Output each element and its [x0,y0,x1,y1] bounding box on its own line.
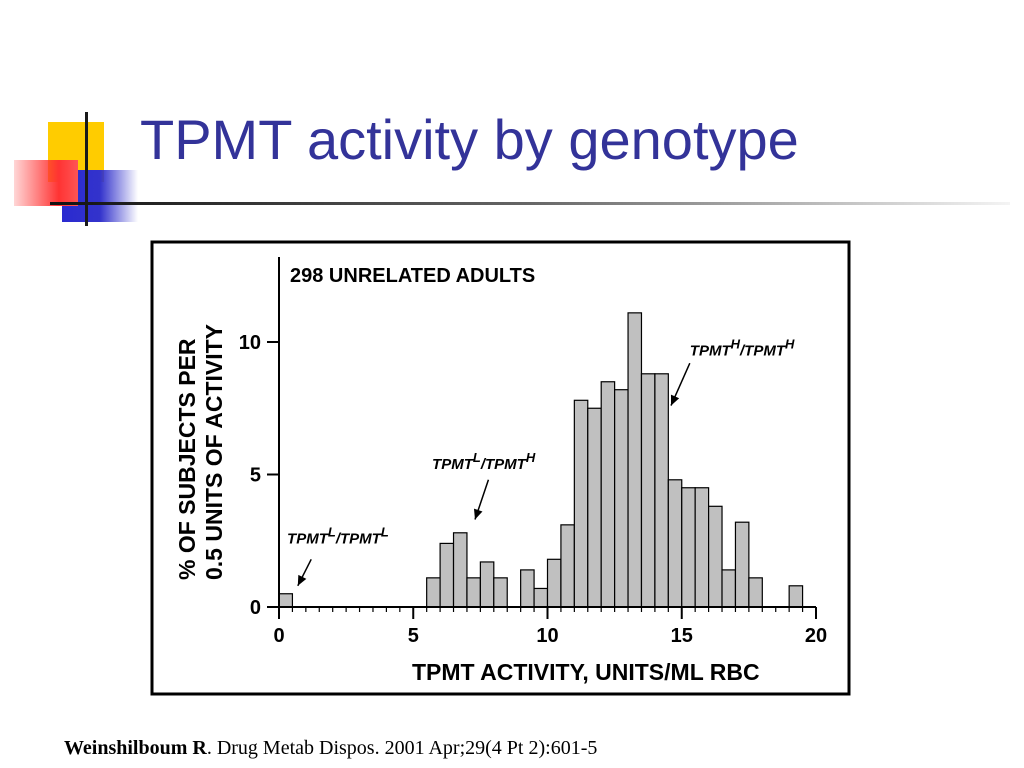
genotype-label-1: TPMTL/TPMTH [432,450,536,473]
genotype-label-part-1: L [473,450,481,465]
histogram-bar-5 [479,561,495,608]
histogram-bar-1 [426,577,441,608]
histogram-bar-20 [694,487,710,608]
deco-red-square [14,160,78,206]
histogram-bar-4 [466,577,481,608]
genotype-label-part-2: /TPMT [739,342,787,359]
histogram-bar-25 [788,585,804,608]
genotype-label-part-3: L [381,524,389,539]
genotype-label-part-0: TPMT [287,530,330,547]
histogram-bar-6 [493,577,508,608]
chart-title: 298 UNRELATED ADULTS [290,265,535,287]
histogram-bar-11 [573,399,589,608]
histogram-bar-18 [667,479,683,608]
x-tick-label-5: 5 [408,625,419,647]
arrow-head-1 [473,508,483,520]
genotype-label-part-2: /TPMT [480,456,528,473]
deco-horizontal-line [50,202,1010,205]
y-tick-label-0: 0 [250,597,261,619]
chart-frame [150,240,851,696]
genotype-label-2: TPMTH/TPMTH [690,336,795,359]
histogram-bar-3 [452,532,468,608]
histogram-bar-0 [278,593,294,608]
arrow-head-0 [297,574,307,586]
x-tick-label-20: 20 [805,625,827,647]
histogram-bar-8 [533,587,549,608]
histogram-bar-23 [734,521,750,608]
histogram-bar-24 [748,577,763,608]
histogram-bar-12 [587,407,602,608]
slide-title: TPMT activity by genotype [140,108,799,171]
histogram-bar-22 [721,569,737,608]
genotype-label-0: TPMTL/TPMTL [287,524,389,547]
genotype-label-part-2: /TPMT [335,530,383,547]
histogram-bar-19 [681,487,696,608]
citation-author: Weinshilboum R [64,737,207,759]
histogram-bar-7 [520,569,535,608]
histogram-bar-10 [560,524,575,608]
histogram-bar-14 [614,389,629,608]
x-tick-label-15: 15 [671,625,693,647]
y-tick-label-5: 5 [250,465,261,487]
genotype-label-part-0: TPMT [432,456,475,473]
genotype-label-part-3: H [526,450,536,465]
histogram-bar-15 [627,312,643,608]
genotype-label-part-1: H [731,336,741,351]
genotype-label-part-1: L [328,524,336,539]
histogram-bar-9 [546,558,562,608]
arrow-head-2 [670,394,680,406]
y-axis-label-line1: % OF SUBJECTS PER [174,338,200,580]
histogram-bar-2 [439,542,455,608]
citation-rest: . Drug Metab Dispos. 2001 Apr;29(4 Pt 2)… [206,737,598,759]
axes-group: 0 5 10 15 20 0 5 10 [239,257,827,647]
x-axis-label: TPMT ACTIVITY, UNITS/ML RBC [412,659,760,685]
y-tick-label-10: 10 [239,332,261,354]
genotype-label-part-3: H [785,336,795,351]
citation: Weinshilboum R. Drug Metab Dispos. 2001 … [64,737,597,760]
x-tick-label-0: 0 [273,625,284,647]
histogram-bar-21 [707,505,723,608]
deco-vertical-line [85,112,88,226]
y-axis-label-line2: 0.5 UNITS OF ACTIVITY [201,324,227,580]
histogram-bar-13 [600,381,616,608]
x-tick-label-10: 10 [536,625,558,647]
genotype-label-part-0: TPMT [690,342,733,359]
histogram-bar-17 [654,373,669,608]
histogram-bar-16 [640,373,656,608]
